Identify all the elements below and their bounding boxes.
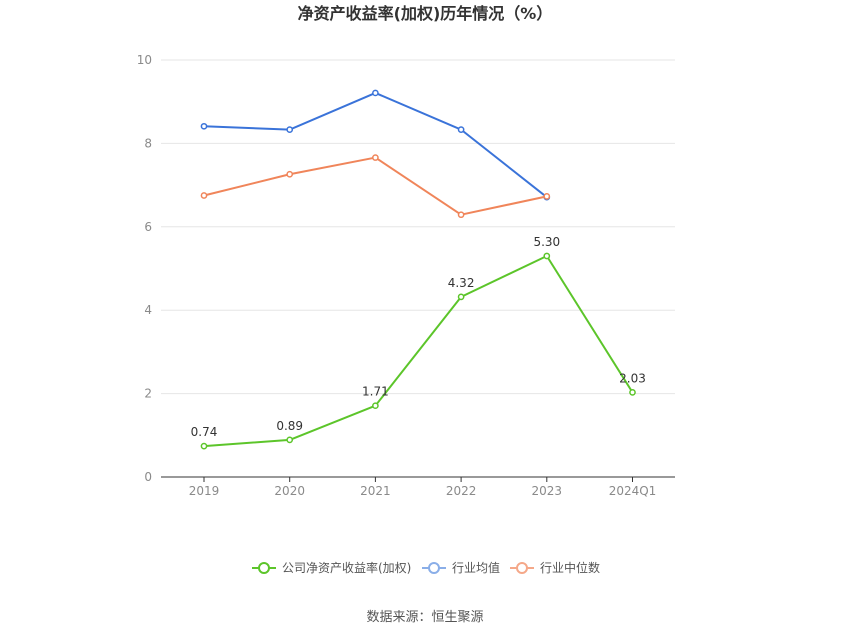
data-label: 0.74 bbox=[191, 425, 218, 439]
legend-item-1[interactable]: 行业均值 bbox=[422, 560, 500, 575]
data-point bbox=[629, 388, 636, 396]
legend-marker-circle bbox=[258, 562, 270, 574]
y-tick-label: 10 bbox=[137, 53, 152, 67]
series-1 bbox=[200, 89, 551, 201]
data-point bbox=[200, 442, 208, 450]
y-tick-label: 4 bbox=[144, 303, 152, 317]
legend-marker-circle bbox=[428, 562, 440, 574]
data-point bbox=[457, 211, 465, 219]
series-layer: 0.74 0.89 1.71 4.32 5.30 2.03 bbox=[191, 89, 646, 450]
legend-marker-circle bbox=[516, 562, 528, 574]
data-point bbox=[457, 293, 465, 301]
data-label: 2.03 bbox=[619, 371, 646, 385]
data-point bbox=[286, 170, 294, 178]
y-tick-label: 0 bbox=[144, 470, 152, 484]
data-label: 4.32 bbox=[448, 276, 475, 290]
x-axis: 2019 2020 2021 2022 2023 2024Q1 bbox=[161, 476, 675, 498]
data-label: 5.30 bbox=[533, 235, 560, 249]
data-point bbox=[200, 192, 208, 199]
data-point bbox=[457, 126, 465, 133]
grid bbox=[161, 59, 675, 395]
x-tick-label: 2019 bbox=[189, 484, 220, 498]
data-point bbox=[200, 122, 208, 130]
data-point bbox=[286, 126, 294, 133]
x-tick-label: 2020 bbox=[274, 484, 305, 498]
y-axis: 0 2 4 6 8 10 bbox=[137, 53, 152, 484]
chart-title: 净资产收益率(加权)历年情况（%） bbox=[298, 4, 553, 23]
data-point bbox=[372, 154, 379, 161]
data-point bbox=[543, 193, 551, 200]
data-label: 1.71 bbox=[362, 385, 389, 399]
legend-item-2[interactable]: 行业中位数 bbox=[510, 560, 600, 575]
data-point bbox=[543, 252, 551, 260]
y-tick-label: 2 bbox=[144, 387, 152, 401]
data-label: 0.89 bbox=[276, 419, 303, 433]
data-point bbox=[286, 436, 294, 444]
x-tick-label: 2021 bbox=[360, 484, 391, 498]
legend-item-0[interactable]: 公司净资产收益率(加权) bbox=[252, 560, 411, 575]
legend-label: 行业均值 bbox=[452, 560, 500, 575]
series-line bbox=[203, 156, 548, 216]
series-0: 0.74 0.89 1.71 4.32 5.30 2.03 bbox=[191, 235, 646, 450]
legend-label: 公司净资产收益率(加权) bbox=[282, 560, 411, 575]
series-2 bbox=[200, 154, 551, 219]
x-tick-label: 2024Q1 bbox=[609, 484, 657, 498]
series-line bbox=[203, 91, 548, 198]
y-tick-label: 6 bbox=[144, 220, 152, 234]
series-line bbox=[203, 254, 634, 448]
legend-label: 行业中位数 bbox=[540, 560, 600, 575]
x-tick-label: 2022 bbox=[446, 484, 477, 498]
x-tick-label: 2023 bbox=[532, 484, 563, 498]
y-tick-label: 8 bbox=[144, 136, 152, 150]
data-point bbox=[372, 89, 379, 97]
data-point bbox=[372, 402, 379, 410]
source-note: 数据来源：恒生聚源 bbox=[366, 610, 483, 625]
legend[interactable]: 公司净资产收益率(加权) 行业均值 行业中位数 bbox=[252, 560, 600, 575]
